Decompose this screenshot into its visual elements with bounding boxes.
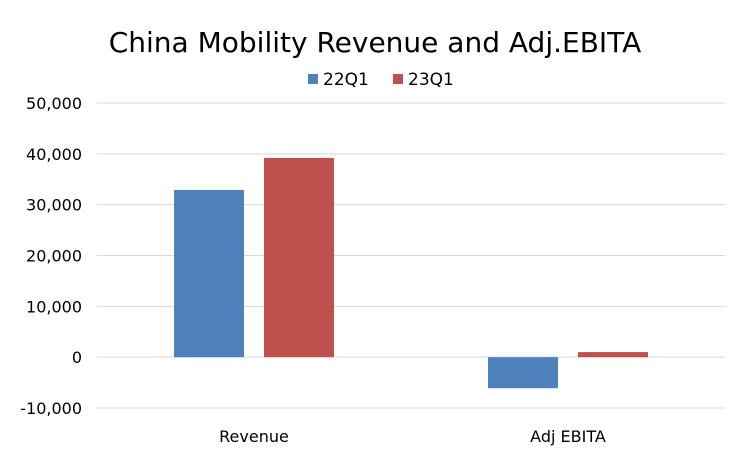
y-tick-label: 0: [72, 348, 82, 367]
y-axis: 50,000 40,000 30,000 20,000 10,000 0 -10,000: [20, 94, 82, 418]
x-category-label: Revenue: [219, 427, 289, 446]
y-tick-label: -10,000: [20, 399, 82, 418]
y-tick-label: 10,000: [26, 297, 82, 316]
x-axis: Revenue Adj EBITA: [219, 427, 606, 446]
bars: [174, 157, 648, 389]
bar-23q1-revenue: [264, 157, 334, 358]
legend-label: 22Q1: [323, 70, 369, 90]
y-tick-label: 40,000: [26, 145, 82, 164]
y-tick-label: 30,000: [26, 196, 82, 215]
legend-swatch: [393, 74, 403, 84]
bar-22q1-revenue: [174, 189, 244, 358]
bar-22q1-adj-ebita: [488, 357, 558, 389]
bar-23q1-adj-ebita: [578, 352, 648, 358]
y-tick-label: 50,000: [26, 94, 82, 113]
x-category-label: Adj EBITA: [530, 427, 606, 446]
legend: 22Q1 23Q1: [308, 70, 454, 90]
y-tick-label: 20,000: [26, 247, 82, 266]
legend-swatch: [308, 74, 318, 84]
chart-title: China Mobility Revenue and Adj.EBITA: [109, 26, 642, 59]
legend-label: 23Q1: [408, 70, 454, 90]
